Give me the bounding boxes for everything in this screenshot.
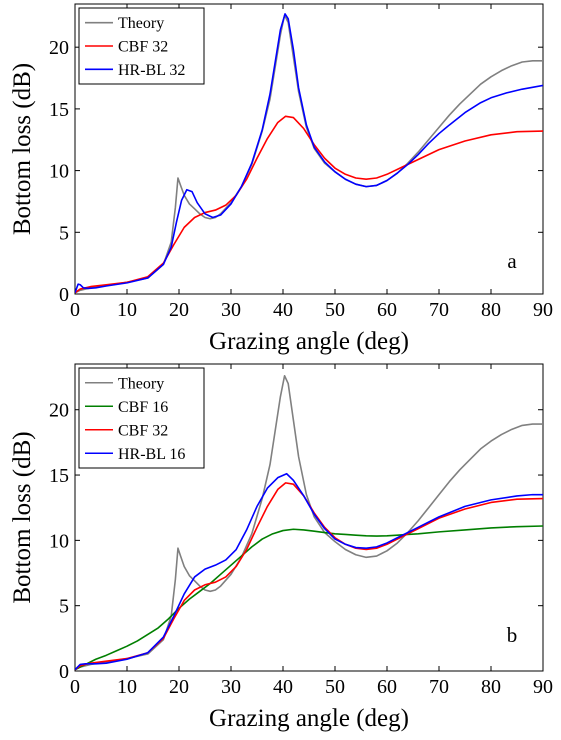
chart-panel-a: 0 10 20 30 40 50 60 70 80 90 0 5 10 15 20 Grazing angle… bbox=[9, 3, 553, 355]
legend: Theory CBF 32 HR-BL 32 bbox=[78, 7, 205, 85]
x-axis-label: Grazing angle (deg) bbox=[209, 328, 409, 355]
x-tick-label: 90 bbox=[533, 676, 553, 698]
y-tick-label: 15 bbox=[49, 465, 69, 487]
x-tick-label: 10 bbox=[117, 676, 137, 698]
x-tick-label: 50 bbox=[325, 299, 345, 321]
x-tick-label: 10 bbox=[117, 299, 137, 321]
y-tick-label: 10 bbox=[49, 161, 69, 183]
series-line-theory bbox=[75, 14, 543, 294]
plot-frame bbox=[74, 3, 544, 295]
series-line-cbf-32 bbox=[75, 115, 543, 294]
x-tick-label: 60 bbox=[377, 299, 397, 321]
y-tick-label: 0 bbox=[59, 661, 69, 683]
series-line-hr-bl-16 bbox=[75, 472, 543, 671]
y-tick-label: 5 bbox=[59, 222, 69, 244]
y-axis-label: Bottom loss (dB) bbox=[9, 431, 36, 603]
x-tick-label: 60 bbox=[377, 676, 397, 698]
series-line-cbf-16 bbox=[75, 525, 543, 671]
legend-label: HR-BL 16 bbox=[118, 446, 185, 463]
legend-label: CBF 32 bbox=[118, 39, 168, 56]
y-tick-label: 20 bbox=[49, 37, 69, 59]
panel-label: a bbox=[507, 249, 517, 273]
series-line-theory bbox=[75, 374, 543, 671]
x-tick-label: 20 bbox=[169, 676, 189, 698]
x-tick-label: 90 bbox=[533, 299, 553, 321]
x-tick-label: 70 bbox=[429, 299, 449, 321]
x-tick-label: 80 bbox=[481, 676, 501, 698]
legend-box bbox=[78, 367, 205, 469]
x-axis-label: Grazing angle (deg) bbox=[209, 705, 409, 732]
x-tick-label: 70 bbox=[429, 676, 449, 698]
y-tick-label: 10 bbox=[49, 530, 69, 552]
y-tick-label: 5 bbox=[59, 596, 69, 618]
x-tick-label: 0 bbox=[70, 299, 80, 321]
y-axis-label: Bottom loss (dB) bbox=[9, 63, 36, 235]
y-tick-label: 0 bbox=[59, 284, 69, 306]
legend-label: CBF 32 bbox=[118, 422, 168, 439]
y-tick-label: 15 bbox=[49, 99, 69, 121]
x-tick-label: 50 bbox=[325, 676, 345, 698]
legend-label: Theory bbox=[118, 375, 164, 392]
x-tick-label: 0 bbox=[70, 676, 80, 698]
x-tick-label: 40 bbox=[273, 299, 293, 321]
x-tick-label: 30 bbox=[221, 299, 241, 321]
plot-frame bbox=[74, 363, 544, 672]
chart-panel-b: 0 10 20 30 40 50 60 70 80 90 0 5 10 15 20 Grazing angle… bbox=[9, 363, 553, 732]
series-line-hr-bl-32 bbox=[75, 13, 543, 294]
panel-label: b bbox=[507, 623, 518, 647]
x-tick-label: 30 bbox=[221, 676, 241, 698]
legend-label: HR-BL 32 bbox=[118, 62, 185, 79]
legend-label: Theory bbox=[118, 15, 164, 32]
legend-label: CBF 16 bbox=[118, 399, 168, 416]
x-tick-label: 20 bbox=[169, 299, 189, 321]
series-line-cbf-32 bbox=[75, 482, 543, 671]
x-tick-label: 40 bbox=[273, 676, 293, 698]
x-tick-label: 80 bbox=[481, 299, 501, 321]
legend: Theory CBF 16 CBF 32 HR-BL 16 bbox=[78, 367, 205, 469]
y-tick-label: 20 bbox=[49, 400, 69, 422]
